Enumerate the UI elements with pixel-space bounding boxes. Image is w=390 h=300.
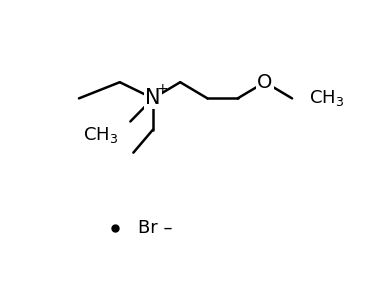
Text: O: O: [257, 73, 273, 92]
Text: CH$_3$: CH$_3$: [83, 125, 118, 145]
Text: CH$_3$: CH$_3$: [309, 88, 344, 108]
Text: Br –: Br –: [138, 219, 172, 237]
Text: N: N: [145, 88, 161, 108]
Text: +: +: [156, 82, 168, 96]
